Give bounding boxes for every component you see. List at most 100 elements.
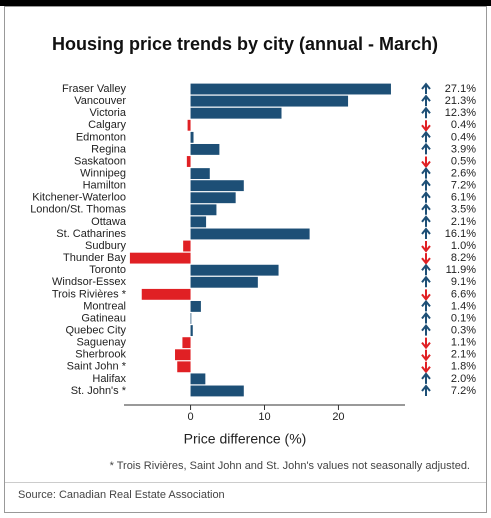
bar	[187, 119, 191, 131]
trend-arrow	[421, 299, 431, 312]
value-label: 2.6%	[451, 167, 476, 179]
bar	[190, 216, 207, 228]
value-label: 0.5%	[451, 155, 476, 167]
y-tick-label: Hamilton	[83, 180, 126, 192]
x-tick-label: 0	[187, 411, 193, 423]
bar	[190, 264, 279, 276]
value-label: 0.4%	[451, 119, 476, 131]
trend-arrow	[421, 241, 431, 253]
y-tick-label: Montreal	[83, 300, 126, 312]
x-axis-label: Price difference (%)	[184, 431, 307, 447]
y-tick-label: Vancouver	[74, 95, 126, 107]
trend-arrow	[421, 372, 431, 384]
bar	[190, 131, 194, 143]
value-label: 0.1%	[451, 312, 476, 324]
value-label: 6.1%	[451, 192, 476, 204]
y-tick-label: Trois Rivières *	[52, 288, 127, 300]
value-label: 7.2%	[451, 385, 476, 397]
bar	[190, 300, 201, 312]
trend-arrow	[421, 179, 431, 191]
y-tick-label: Toronto	[89, 264, 126, 276]
bar	[129, 252, 191, 264]
trend-arrow	[421, 130, 431, 143]
value-label: 16.1%	[445, 228, 476, 240]
trend-arrow	[421, 337, 431, 350]
value-label: 21.3%	[445, 95, 476, 107]
value-label: 2.1%	[451, 216, 476, 228]
bar	[190, 180, 244, 192]
bar	[141, 288, 191, 300]
value-label: 12.3%	[445, 107, 476, 119]
y-tick-label: Windsor-Essex	[52, 276, 126, 288]
bar	[190, 313, 192, 324]
bar	[190, 373, 206, 385]
frame	[4, 6, 487, 513]
trend-arrow	[421, 361, 431, 374]
value-label: 3.5%	[451, 204, 476, 216]
y-tick-label: St. Catharines	[56, 228, 126, 240]
bar	[182, 337, 191, 349]
value-label: 27.1%	[445, 83, 476, 95]
bar	[175, 349, 191, 361]
top-bar	[0, 0, 491, 6]
trend-arrow	[421, 82, 431, 95]
bar	[190, 192, 236, 204]
y-tick-label: Winnipeg	[80, 167, 126, 179]
y-tick-label: Kitchener-Waterloo	[32, 192, 126, 204]
y-tick-label: Sherbrook	[75, 349, 126, 361]
y-tick-label: Saskatoon	[74, 155, 126, 167]
y-tick-label: St. John's *	[71, 385, 127, 397]
y-tick-label: Ottawa	[91, 216, 127, 228]
y-tick-label: Edmonton	[76, 131, 126, 143]
value-label: 2.1%	[451, 349, 476, 361]
y-tick-label: Saguenay	[76, 337, 126, 349]
trend-arrow	[421, 275, 431, 288]
trend-arrow	[421, 156, 431, 169]
y-tick-label: Regina	[91, 143, 127, 155]
chart-title: Housing price trends by city (annual - M…	[52, 34, 438, 54]
y-tick-label: Saint John *	[67, 361, 127, 373]
bar	[190, 385, 244, 397]
value-label: 2.0%	[451, 373, 476, 385]
bar	[190, 228, 310, 240]
trend-arrow	[421, 349, 431, 362]
bar	[190, 276, 258, 288]
value-label: 8.2%	[451, 252, 476, 264]
bar	[190, 107, 282, 119]
bar	[183, 240, 191, 252]
trend-arrow	[421, 384, 431, 396]
value-label: 6.6%	[451, 288, 476, 300]
value-label: 1.8%	[451, 361, 476, 373]
value-label: 0.4%	[451, 131, 476, 143]
trend-arrow	[421, 120, 431, 132]
trend-arrow	[421, 94, 431, 107]
bar	[190, 168, 210, 180]
bar	[186, 156, 191, 167]
x-tick-label: 10	[258, 411, 270, 423]
y-tick-label: Quebec City	[65, 324, 126, 336]
bar	[190, 95, 349, 107]
source: Source: Canadian Real Estate Association	[18, 489, 225, 501]
x-tick-label: 20	[332, 411, 344, 423]
trend-arrow	[421, 263, 431, 276]
note: * Trois Rivières, Saint John and St. Joh…	[110, 460, 470, 472]
y-tick-label: Calgary	[88, 119, 126, 131]
y-tick-label: Thunder Bay	[63, 252, 126, 264]
value-label: 0.3%	[451, 324, 476, 336]
trend-arrow	[421, 215, 431, 227]
bar	[190, 325, 193, 337]
trend-arrow	[421, 203, 431, 215]
value-label: 11.9%	[446, 264, 477, 276]
y-tick-label: Halifax	[92, 373, 126, 385]
trend-arrow	[421, 227, 431, 239]
value-label: 1.4%	[451, 300, 476, 312]
trend-arrow	[421, 166, 431, 179]
value-label: 1.1%	[451, 337, 476, 349]
value-label: 9.1%	[451, 276, 476, 288]
trend-arrow	[421, 253, 431, 265]
bar	[190, 143, 220, 155]
trend-arrow	[421, 311, 431, 324]
value-label: 1.0%	[451, 240, 476, 252]
trend-arrow	[421, 142, 431, 155]
